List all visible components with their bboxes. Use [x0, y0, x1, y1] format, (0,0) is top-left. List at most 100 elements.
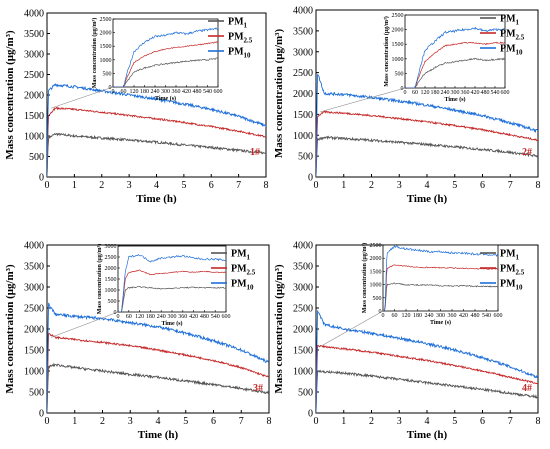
y-tick-label: 500 [298, 152, 313, 163]
series-group [47, 83, 266, 177]
inset-y-tick-label: 2500 [370, 243, 382, 249]
inset-x-tick-label: 240 [441, 90, 450, 96]
y-tick-label: 3500 [24, 29, 44, 40]
x-tick-label: 0 [45, 180, 50, 191]
inset-x-tick-label: 540 [482, 313, 491, 319]
y-tick-label: 0 [308, 173, 313, 184]
inset-x-tick-label: 300 [451, 90, 460, 96]
x-axis-label: Time (h) [136, 193, 177, 205]
y-tick-label: 1500 [24, 346, 44, 357]
series-group [47, 302, 269, 413]
legend-label: PM10 [228, 47, 251, 60]
inset-x-tick-label: 480 [193, 89, 202, 95]
x-tick-label: 2 [369, 416, 374, 427]
legend-label: PM1 [500, 249, 520, 262]
panel-label: 3# [253, 383, 263, 394]
x-tick-label: 3 [128, 416, 133, 427]
x-tick-label: 4 [425, 180, 430, 191]
inset-connector [320, 310, 384, 347]
inset-x-tick-label: 540 [211, 314, 220, 320]
inset-y-tick-label: 500 [395, 71, 404, 77]
x-tick-label: 1 [341, 180, 346, 191]
inset-chart: 0 500 1000 1500 2000 2500 3000 0 60 120 180 240 300 3… [96, 244, 231, 327]
inset-x-tick-label: 0 [117, 314, 120, 320]
inset-y-tick-label: 1500 [100, 44, 112, 50]
inset-series-line-PM10 [118, 253, 226, 312]
inset-chart: 0 500 1000 1500 2000 2500 0 60 120 180 240 300 360 42… [383, 13, 510, 103]
inset-x-tick-label: 0 [382, 313, 385, 319]
legend-label-base: PM [231, 264, 247, 275]
y-tick-label: 1000 [24, 132, 44, 143]
inset-x-tick-label: 480 [200, 314, 209, 320]
y-tick-label: 1000 [293, 367, 313, 378]
inset-x-tick-label: 120 [402, 313, 411, 319]
x-tick-label: 7 [508, 416, 513, 427]
inset-x-tick-label: 360 [172, 89, 181, 95]
inset-y-tick-label: 1500 [370, 269, 382, 275]
inset-x-tick-label: 0 [404, 90, 407, 96]
inset-frame [404, 14, 506, 89]
y-tick-label: 3500 [24, 262, 44, 273]
legend-label: PM2.5 [231, 264, 256, 277]
legend-label: PM2.5 [228, 32, 253, 45]
x-tick-label: 8 [267, 416, 272, 427]
series-line-PM25 [47, 332, 269, 413]
x-axis-label: Time (h) [138, 429, 179, 441]
inset-series-group [383, 245, 498, 311]
inset-y-tick-label: 1000 [392, 57, 404, 63]
y-tick-label: 2500 [24, 70, 44, 81]
x-tick-label: 3 [397, 180, 402, 191]
inset-y-tick-label: 2500 [105, 255, 117, 261]
inset-x-tick-label: 0 [112, 89, 115, 95]
inset-x-tick-label: 180 [431, 90, 440, 96]
legend-label-base: PM [500, 44, 516, 55]
inset-y-tick-label: 500 [373, 296, 382, 302]
y-tick-label: 4000 [24, 241, 44, 252]
x-tick-label: 6 [209, 180, 214, 191]
inset-x-tick-label: 60 [412, 90, 418, 96]
x-tick-label: 4 [425, 416, 430, 427]
inset-x-tick-label: 60 [121, 89, 127, 95]
x-tick-label: 1 [341, 416, 346, 427]
inset-x-tick-label: 360 [178, 314, 187, 320]
y-tick-label: 2500 [293, 68, 313, 79]
inset-x-tick-label: 300 [168, 314, 177, 320]
series-line-PM1 [47, 132, 266, 177]
inset-series-line-PM1 [405, 57, 505, 88]
inset-x-tick-label: 240 [157, 314, 166, 320]
x-tick-label: 2 [100, 416, 105, 427]
series-group [316, 310, 538, 413]
inset-connector [320, 87, 406, 113]
series-line-PM1 [316, 135, 538, 177]
y-tick-label: 3500 [293, 262, 313, 273]
inset-y-axis-label: Mass concentration (μg/m³) [96, 244, 103, 315]
legend-label: PM2.5 [500, 29, 525, 42]
panel-label: 1# [250, 147, 260, 158]
inset-y-tick-label: 1000 [100, 58, 112, 64]
legend-label: PM2.5 [500, 264, 525, 277]
inset-y-tick-label: 2000 [105, 266, 117, 272]
legend-label-base: PM [500, 279, 516, 290]
legend-label-sub: 2.5 [247, 269, 256, 277]
inset-x-tick-label: 480 [481, 90, 490, 96]
inset-y-axis-label: Mass concentration (μg/m³) [361, 243, 368, 314]
x-tick-label: 4 [156, 416, 161, 427]
inset-series-line-PM25 [113, 41, 218, 87]
inset-x-tick-label: 420 [459, 313, 468, 319]
inset-series-line-PM25 [383, 264, 498, 311]
inset-y-tick-label: 2500 [392, 13, 404, 19]
legend-label: PM10 [500, 44, 523, 57]
panel-label: 4# [522, 383, 532, 394]
inset-series-group [118, 253, 226, 312]
x-tick-label: 6 [211, 416, 216, 427]
y-tick-label: 1500 [24, 111, 44, 122]
inset-y-tick-label: 0 [114, 310, 117, 316]
y-tick-label: 500 [29, 388, 44, 399]
legend-label-base: PM [231, 249, 247, 260]
x-tick-label: 1 [72, 180, 77, 191]
y-tick-label: 4000 [24, 9, 44, 20]
